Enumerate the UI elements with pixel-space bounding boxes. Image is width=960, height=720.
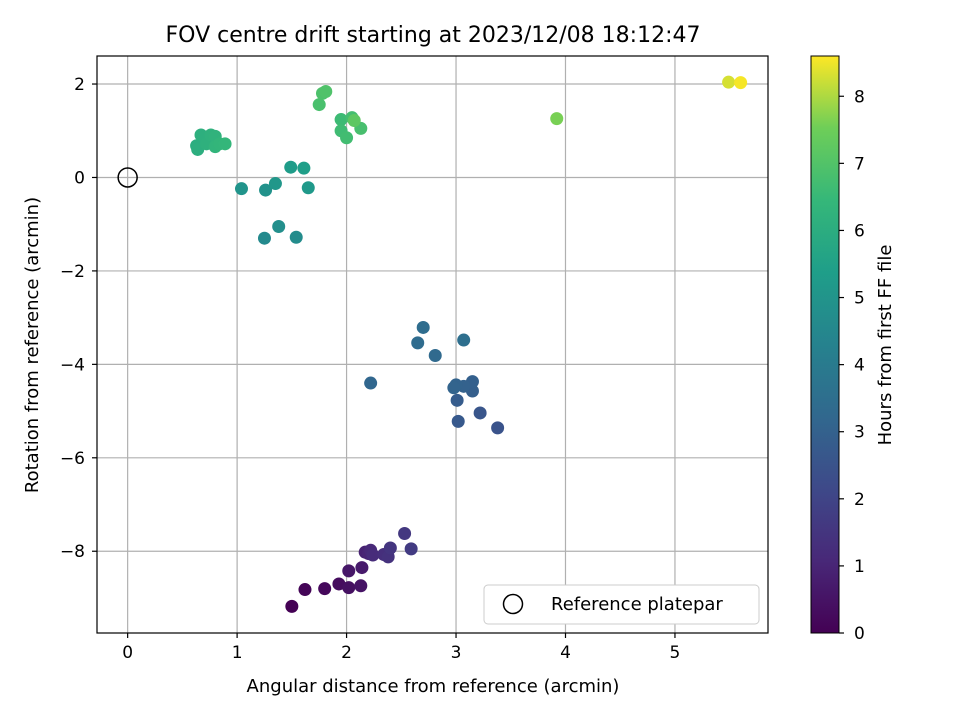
colorbar-tick-label: 4 <box>854 356 865 376</box>
data-point <box>301 181 315 195</box>
y-tick-label: 2 <box>74 75 85 95</box>
legend: Reference platepar <box>483 584 760 625</box>
data-point <box>285 599 299 613</box>
data-point <box>259 183 273 197</box>
data-point <box>491 421 505 435</box>
x-tick-label: 2 <box>341 643 352 663</box>
legend-open-circle-icon <box>502 593 524 615</box>
x-tick-label: 0 <box>122 643 133 663</box>
legend-label: Reference platepar <box>551 594 723 615</box>
data-point <box>284 160 298 174</box>
data-point <box>289 230 303 244</box>
y-tick-label: −4 <box>60 355 85 375</box>
data-point <box>398 526 412 540</box>
colorbar-tick-label: 3 <box>854 423 865 443</box>
x-axis-ticks: 0 1 2 3 4 5 <box>122 633 680 663</box>
data-point <box>257 231 271 245</box>
data-point <box>218 137 232 151</box>
data-point <box>447 381 461 395</box>
y-tick-label: 0 <box>74 168 85 188</box>
colorbar-tick-label: 6 <box>854 221 865 241</box>
colorbar-tick-label: 5 <box>854 289 865 309</box>
plot-area-frame <box>96 55 769 634</box>
data-point <box>297 161 311 175</box>
data-point <box>332 577 346 591</box>
chart-title: FOV centre drift starting at 2023/12/08 … <box>166 23 701 48</box>
colorbar-tick-label: 0 <box>854 624 865 644</box>
data-point <box>457 333 471 347</box>
data-point <box>722 75 736 89</box>
grid <box>97 56 768 633</box>
data-points <box>190 75 748 613</box>
y-axis-label: Rotation from reference (arcmin) <box>22 197 43 493</box>
data-point <box>340 131 354 145</box>
data-point <box>342 564 356 578</box>
y-tick-label: −2 <box>60 262 85 282</box>
data-point <box>272 220 286 234</box>
colorbar-ticks: 0 1 2 3 4 5 6 7 8 <box>839 87 865 644</box>
data-point <box>334 113 348 127</box>
data-point <box>550 112 564 126</box>
data-point <box>354 579 368 593</box>
data-point <box>318 582 332 596</box>
x-axis-label: Angular distance from reference (arcmin) <box>247 676 620 697</box>
colorbar-gradient <box>810 55 840 634</box>
reference-platepar-marker <box>117 167 138 188</box>
data-point <box>234 182 248 196</box>
data-point <box>268 177 282 191</box>
data-point <box>411 336 425 350</box>
data-point <box>312 98 326 112</box>
data-point <box>404 542 418 556</box>
data-point <box>450 393 464 407</box>
x-tick-label: 1 <box>232 643 243 663</box>
colorbar-label: Hours from first FF file <box>875 245 896 446</box>
data-point <box>355 561 369 575</box>
y-tick-label: −6 <box>60 449 85 469</box>
data-point <box>366 548 380 562</box>
x-tick-label: 3 <box>451 643 462 663</box>
data-point <box>319 85 333 99</box>
colorbar: 0 1 2 3 4 5 6 7 8 Hours from first FF file <box>810 55 896 644</box>
colorbar-tick-label: 1 <box>854 557 865 577</box>
colorbar-tick-label: 8 <box>854 87 865 107</box>
colorbar-tick-label: 7 <box>854 154 865 174</box>
x-tick-label: 5 <box>670 643 681 663</box>
data-point <box>451 414 465 428</box>
legend-box <box>483 584 760 625</box>
data-point <box>383 541 397 555</box>
y-tick-label: −8 <box>60 542 85 562</box>
y-axis-ticks: −8 −6 −4 −2 0 2 <box>60 75 97 562</box>
data-point <box>298 583 312 597</box>
data-point <box>364 376 378 390</box>
data-point <box>347 113 361 127</box>
data-point <box>734 76 748 90</box>
data-point <box>342 581 356 595</box>
colorbar-tick-label: 2 <box>854 490 865 510</box>
data-point <box>473 406 487 420</box>
data-point <box>428 348 442 362</box>
data-point <box>416 320 430 334</box>
x-tick-label: 4 <box>560 643 571 663</box>
